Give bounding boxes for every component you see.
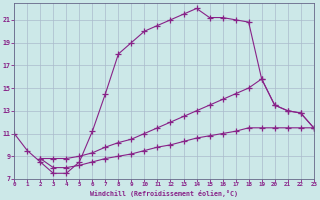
X-axis label: Windchill (Refroidissement éolien,°C): Windchill (Refroidissement éolien,°C) bbox=[90, 190, 238, 197]
